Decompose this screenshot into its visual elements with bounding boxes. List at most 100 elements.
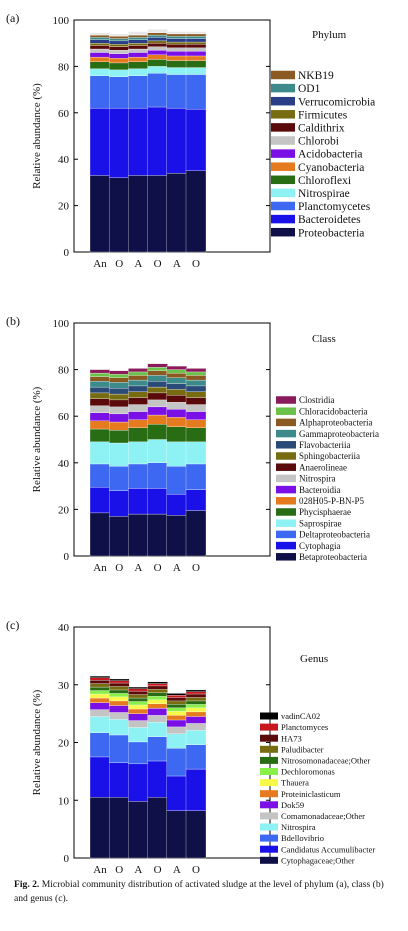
panel-b-bar-segment: [109, 374, 130, 378]
panel-b-bar-segment: [166, 494, 187, 516]
panel-b-legend-swatch: [276, 463, 296, 471]
panel-b-xtick-label: A: [134, 562, 142, 574]
panel-c-legend-swatch: [260, 712, 278, 720]
panel-b-bar-segment: [147, 399, 168, 408]
panel-c-bar-segment: [89, 716, 111, 733]
panel-a-legend-swatch: [271, 227, 295, 237]
panel-c-bar-segment: [166, 733, 187, 749]
panel-c-legend-swatch: [260, 834, 278, 842]
panel-c-bar-segment: [109, 693, 130, 698]
panel-a-bar-segment: [185, 60, 207, 68]
panel-c-legend-label: Comamonadaceae;Other: [281, 811, 365, 821]
panel-b-bar-segment: [89, 398, 111, 406]
panel-a-bar-segment: [109, 108, 130, 178]
panel-b-bar-segment: [128, 463, 149, 489]
panel-a-bar-segment: [128, 175, 149, 253]
panel-c-bar-segment: [128, 708, 149, 714]
panel-c-legend-swatch: [260, 768, 278, 775]
panel-b-bar-segment: [89, 487, 111, 514]
panel-a-bar-segment: [109, 62, 130, 71]
panel-b-ytick-label: 40: [58, 458, 70, 470]
panel-b-legend-title: Class: [312, 333, 336, 345]
panel-b-ytick-label: 100: [53, 318, 70, 330]
panel-b-bar-segment: [128, 379, 149, 387]
panel-b-bar-segment: [166, 417, 187, 427]
panel-b-bar-segment: [128, 488, 149, 515]
panel-c-bar-segment: [109, 689, 130, 694]
panel-a-legend-label: Cyanobacteria: [298, 162, 364, 174]
panel-b-bar-segment: [147, 439, 168, 463]
panel-a-bar-segment: [109, 36, 130, 39]
panel-c-bar-segment: [109, 682, 130, 687]
panel-a-bar-segment: [185, 38, 207, 43]
panel-b-bar-segment: [147, 381, 168, 388]
panel-c-bar-segment: [109, 734, 130, 763]
panel-c-bar-segment: [185, 689, 207, 692]
panel-c-bar-segment: [89, 702, 111, 710]
panel-b-ytick-label: 20: [58, 504, 70, 516]
panel-b-ytick-label: 80: [58, 365, 70, 377]
panel-b-legend-label: Anaerolineae: [299, 462, 347, 472]
panel-a-label: (a): [6, 11, 19, 25]
panel-c-bar-segment: [89, 756, 111, 798]
panel-b-legend-swatch: [276, 541, 296, 550]
panel-a-xtick-label: An: [93, 258, 107, 270]
panel-b-legend-label: Cytophagia: [299, 541, 341, 551]
panel-c-bar-segment: [147, 692, 168, 697]
panel-c-bar-segment: [185, 697, 207, 702]
panel-b-bar-segment: [109, 370, 130, 375]
panel-c-bar-segment: [147, 681, 168, 684]
panel-c-ytick-label: 0: [64, 853, 70, 865]
panel-a-bar-segment: [185, 33, 207, 37]
caption-text: Microbial community distribution of acti…: [14, 879, 384, 904]
panel-a-bar-segment: [89, 52, 111, 58]
panel-c-legend-label: Bdellovibrio: [281, 833, 324, 843]
panel-c-bar-segment: [89, 683, 111, 688]
panel-b-bar-segment: [128, 419, 149, 429]
panel-b-bar-segment: [109, 430, 130, 444]
panel-c-ytick-label: 20: [58, 738, 70, 750]
panel-c-bar-segment: [147, 722, 168, 737]
panel-b-bar-segment: [185, 371, 207, 376]
panel-a-bar-segment: [89, 48, 111, 53]
panel-a-legend-swatch: [271, 149, 295, 158]
panel-c-bar-segment: [185, 693, 207, 698]
panel-b-legend-label: Chloracidobacteria: [299, 406, 367, 416]
panel-b-bar-segment: [89, 386, 111, 394]
panel-b-bar-segment: [147, 375, 168, 382]
panel-c-bar-segment: [89, 690, 111, 695]
panel-b-bar-segment: [128, 371, 149, 376]
panel-b-bar-segment: [89, 428, 111, 442]
panel-b-legend-label: Clostridia: [299, 395, 335, 405]
panel-a-bar-segment: [166, 36, 187, 39]
panel-b-bar-segment: [185, 391, 207, 398]
panel-b-xtick-label: O: [192, 562, 200, 574]
panel-b-bar-segment: [166, 515, 187, 557]
panel-a-legend-swatch: [271, 175, 295, 185]
panel-b-bar-segment: [89, 405, 111, 413]
panel-a-bar-segment: [128, 37, 149, 40]
panel-c-bar-segment: [128, 727, 149, 743]
panel-c-bar-segment: [185, 810, 207, 859]
panel-c-bar-segment: [185, 768, 207, 811]
panel-a-bar-segment: [109, 58, 130, 64]
panel-b-bar-segment: [147, 488, 168, 515]
panel-c-xtick-label: A: [173, 864, 181, 876]
panel-a-ytick-label: 20: [58, 201, 70, 213]
panel-c-bar-segment: [109, 797, 130, 859]
panel-a-bar-segment: [147, 73, 168, 108]
panel-a-bar-segment: [89, 37, 111, 40]
panel-b-bar-segment: [166, 383, 187, 390]
panel-c-bar-segment: [166, 748, 187, 777]
panel-b-bar-segment: [185, 419, 207, 429]
panel-a-bar-segment: [147, 66, 168, 74]
panel-a-legend-swatch: [271, 162, 295, 171]
panel-c-legend-label: Nitrospira: [281, 822, 316, 832]
panel-c-bar-segment: [166, 697, 187, 702]
panel-c-legend-swatch: [260, 734, 278, 742]
panel-b-bar-segment: [128, 375, 149, 381]
panel-c-bar-segment: [128, 690, 149, 695]
panel-b-legend-swatch: [276, 396, 296, 404]
panel-b-bar-segment: [185, 427, 207, 442]
